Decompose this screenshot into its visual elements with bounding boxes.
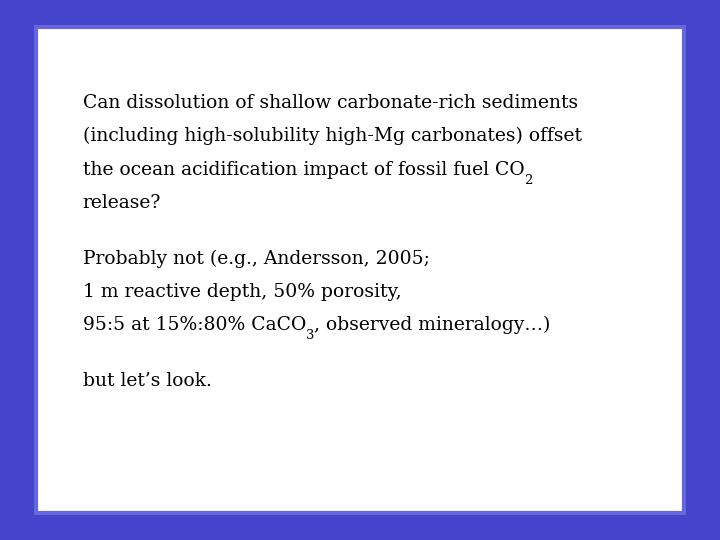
Text: 2: 2: [524, 173, 533, 187]
Text: the ocean acidification impact of fossil fuel CO: the ocean acidification impact of fossil…: [83, 161, 524, 179]
Text: 95:5 at 15%:80% CaCO: 95:5 at 15%:80% CaCO: [83, 316, 306, 334]
Text: Can dissolution of shallow carbonate-rich sediments: Can dissolution of shallow carbonate-ric…: [83, 94, 578, 112]
Text: (including high-solubility high-Mg carbonates) offset: (including high-solubility high-Mg carbo…: [83, 127, 582, 145]
Text: but let’s look.: but let’s look.: [83, 372, 212, 389]
Text: Probably not (e.g., Andersson, 2005;: Probably not (e.g., Andersson, 2005;: [83, 249, 430, 267]
Text: , observed mineralogy…): , observed mineralogy…): [315, 316, 551, 334]
Text: 1 m reactive depth, 50% porosity,: 1 m reactive depth, 50% porosity,: [83, 283, 402, 301]
Text: release?: release?: [83, 194, 161, 212]
Text: 3: 3: [306, 329, 315, 342]
